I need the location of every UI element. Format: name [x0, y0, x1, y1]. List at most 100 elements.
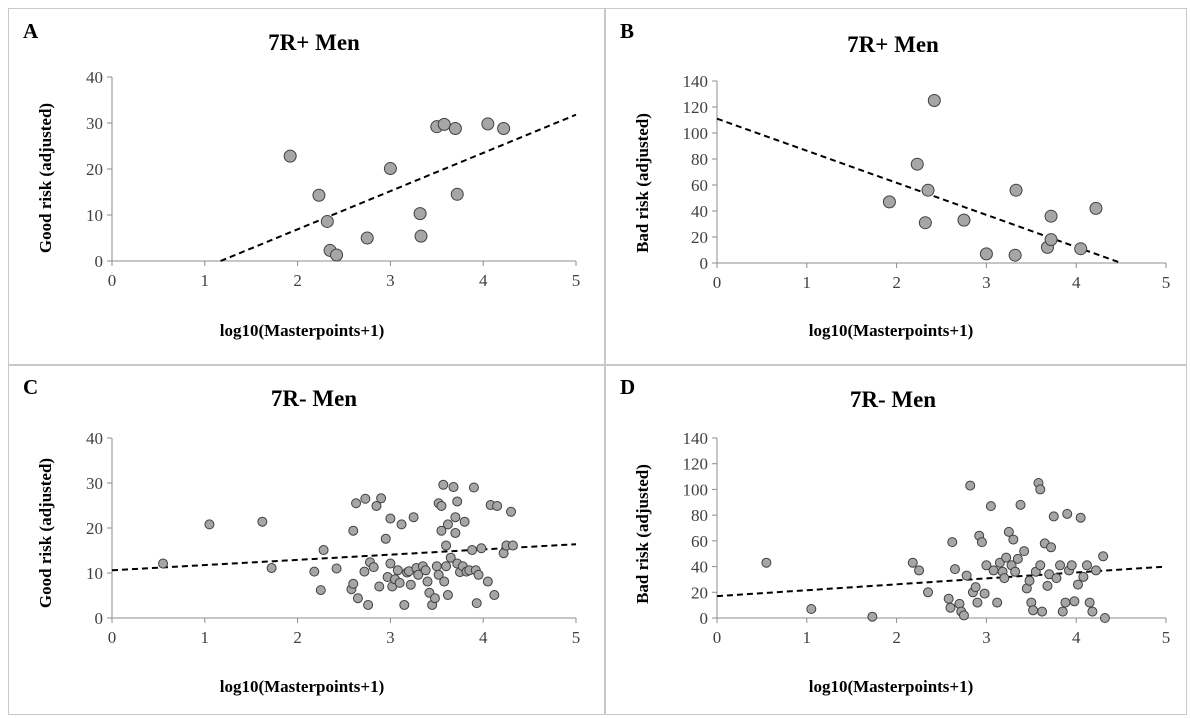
x-axis-title: log10(Masterpoints+1): [220, 677, 385, 696]
data-point: [908, 558, 917, 567]
data-point: [460, 517, 469, 526]
y-tick-label: 0: [700, 609, 709, 628]
data-point: [1010, 184, 1022, 196]
y-tick-label: 0: [700, 254, 709, 273]
data-point: [313, 189, 325, 201]
data-point: [1073, 580, 1082, 589]
chart-title: 7R+ Men: [268, 30, 360, 55]
data-point: [400, 600, 409, 609]
data-point: [986, 502, 995, 511]
data-point: [980, 248, 992, 260]
data-point: [414, 208, 426, 220]
data-point: [377, 494, 386, 503]
data-point: [807, 605, 816, 614]
x-tick-label: 2: [892, 273, 901, 292]
data-point: [349, 579, 358, 588]
y-axis-title: Good risk (adjusted): [36, 458, 55, 608]
data-point: [451, 528, 460, 537]
data-point: [482, 118, 494, 130]
data-point: [395, 578, 404, 587]
data-point: [360, 567, 369, 576]
data-point: [1090, 202, 1102, 214]
data-point: [361, 232, 373, 244]
data-point: [364, 600, 373, 609]
data-point: [321, 215, 333, 227]
data-point: [1100, 614, 1109, 623]
x-tick-label: 0: [713, 628, 722, 647]
x-tick-label: 0: [108, 271, 117, 290]
data-point: [310, 567, 319, 576]
data-point: [1002, 553, 1011, 562]
y-axis-title: Bad risk (adjusted): [633, 464, 652, 604]
x-tick-label: 0: [713, 273, 722, 292]
y-tick-label: 100: [683, 124, 709, 143]
y-tick-label: 20: [86, 160, 103, 179]
data-point: [1082, 561, 1091, 570]
chart-d-svg: D 7R- Men log10(Masterpoints+1) Bad risk…: [606, 366, 1188, 716]
data-point: [959, 611, 968, 620]
x-tick-label: 5: [1162, 628, 1171, 647]
data-point: [1085, 598, 1094, 607]
data-point: [406, 580, 415, 589]
data-point: [1038, 607, 1047, 616]
y-tick-label: 20: [691, 228, 708, 247]
data-point: [1045, 234, 1057, 246]
x-tick-label: 3: [982, 273, 991, 292]
x-axis-title: log10(Masterpoints+1): [220, 321, 385, 340]
data-point: [1000, 574, 1009, 583]
panel-letter: C: [23, 375, 38, 399]
data-point: [971, 583, 980, 592]
plot-area: 0204060801001201400 1 2 3 4 5: [683, 429, 1171, 647]
data-point: [1009, 535, 1018, 544]
data-point: [353, 594, 362, 603]
plot-area: 0 10 20 30 40 0 1 2 3 4 5: [86, 429, 580, 647]
panel-b: B 7R+ Men log10(Masterpoints+1) Bad risk…: [605, 8, 1187, 365]
data-point: [205, 520, 214, 529]
data-point: [989, 566, 998, 575]
x-tick-label: 3: [982, 628, 991, 647]
data-point: [1067, 561, 1076, 570]
data-point: [950, 565, 959, 574]
data-point: [267, 564, 276, 573]
plot-area: 0 10 20 30 40 0 1 2 3 4 5: [86, 68, 580, 290]
x-tick-label: 1: [803, 273, 812, 292]
data-point: [911, 158, 923, 170]
y-tick-label: 120: [683, 455, 709, 474]
data-point: [1075, 243, 1087, 255]
data-point: [474, 570, 483, 579]
data-point: [369, 563, 378, 572]
y-tick-label: 10: [86, 206, 103, 225]
data-point: [440, 577, 449, 586]
data-point: [1036, 561, 1045, 570]
data-point: [1049, 512, 1058, 521]
x-tick-label: 4: [1072, 273, 1081, 292]
data-point: [1043, 581, 1052, 590]
chart-c-svg: C 7R- Men log10(Masterpoints+1) Good ris…: [9, 366, 606, 716]
x-tick-label: 1: [803, 628, 812, 647]
data-point: [762, 558, 771, 567]
x-tick-label: 2: [293, 271, 302, 290]
y-tick-label: 60: [691, 532, 708, 551]
panel-d: D 7R- Men log10(Masterpoints+1) Bad risk…: [605, 365, 1187, 715]
data-point: [375, 582, 384, 591]
chart-title: 7R- Men: [850, 387, 936, 412]
x-tick-label: 4: [479, 271, 488, 290]
chart-a-svg: A 7R+ Men log10(Masterpoints+1) Good ris…: [9, 9, 606, 366]
data-point: [449, 123, 461, 135]
data-point: [258, 517, 267, 526]
data-point: [443, 591, 452, 600]
y-tick-label: 0: [95, 252, 104, 271]
data-point: [430, 594, 439, 603]
data-point: [508, 541, 517, 550]
data-point: [432, 562, 441, 571]
panel-letter: D: [620, 375, 635, 399]
y-tick-label: 40: [86, 429, 103, 448]
data-point: [498, 123, 510, 135]
data-point: [453, 497, 462, 506]
data-point: [415, 230, 427, 242]
data-point: [1036, 485, 1045, 494]
data-point: [980, 589, 989, 598]
data-point: [1056, 561, 1065, 570]
data-point: [451, 188, 463, 200]
trendline: [221, 115, 576, 261]
